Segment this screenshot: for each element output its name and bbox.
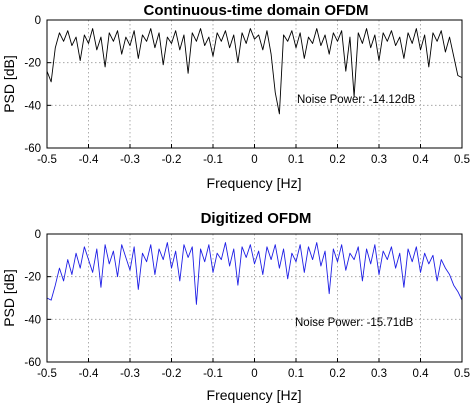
chart-2-y-ticks: 0 -20 -40 -60 [24, 229, 51, 369]
chart-2-gridlines [47, 234, 462, 362]
x-tick-label: -0.4 [79, 368, 99, 380]
chart-2-y-axis-label: PSD [dB] [1, 269, 17, 327]
y-tick-label: -40 [24, 100, 41, 112]
x-tick-label: -0.2 [162, 368, 182, 380]
x-tick-label: 0.2 [330, 154, 346, 166]
x-tick-label: 0 [251, 154, 257, 166]
y-tick-label: -20 [24, 272, 41, 284]
x-tick-label: -0.5 [37, 154, 57, 166]
chart-1-x-axis-label: Frequency [Hz] [207, 175, 302, 191]
x-tick-label: 0.5 [454, 154, 470, 166]
chart-panel-1: Continuous-time domain OFDM -0.5 -0.4 -0.3… [1, 2, 470, 191]
x-tick-label: 0 [251, 368, 257, 380]
y-tick-label: 0 [35, 15, 41, 27]
chart-1-noise-annotation: Noise Power: -14.12dB [297, 94, 416, 106]
chart-2-noise-annotation: Noise Power: -15.71dB [295, 317, 414, 329]
x-tick-label: -0.4 [79, 154, 99, 166]
chart-2-x-axis-label: Frequency [Hz] [207, 387, 302, 403]
chart-2-title: Digitized OFDM [201, 210, 312, 227]
y-tick-label: 0 [35, 229, 41, 241]
psd-series-line [46, 242, 463, 305]
y-tick-label: -20 [24, 58, 41, 70]
chart-1-series [46, 28, 463, 115]
x-tick-label: -0.1 [203, 368, 223, 380]
x-tick-label: -0.1 [203, 154, 223, 166]
x-tick-label: -0.3 [120, 368, 140, 380]
x-tick-label: 0.1 [288, 154, 304, 166]
chart-2-series [46, 242, 463, 305]
x-tick-label: 0.2 [330, 368, 346, 380]
x-tick-label: -0.2 [162, 154, 182, 166]
x-tick-label: -0.5 [37, 368, 57, 380]
y-tick-label: -60 [24, 143, 41, 155]
x-tick-label: -0.3 [120, 154, 140, 166]
x-tick-label: 0.5 [454, 368, 470, 380]
y-tick-label: -40 [24, 314, 41, 326]
chart-1-x-ticks: -0.5 -0.4 -0.3 -0.2 -0.1 0 0.1 0.2 0.3 0.4 0.5 [37, 144, 470, 166]
x-tick-label: 0.1 [288, 368, 304, 380]
chart-1-title: Continuous-time domain OFDM [144, 2, 369, 19]
x-tick-label: 0.3 [371, 368, 387, 380]
chart-1-y-ticks: 0 -20 -40 -60 [24, 15, 51, 155]
y-tick-label: -60 [24, 357, 41, 369]
chart-1-y-axis-label: PSD [dB] [1, 55, 17, 113]
chart-panel-2: Digitized OFDM -0.5 -0.4 -0.3 -0.2 -0.1 0 0.1 0… [1, 210, 470, 403]
psd-series-line [46, 28, 463, 115]
x-tick-label: 0.4 [413, 154, 430, 166]
x-tick-label: 0.3 [371, 154, 387, 166]
chart-2-x-ticks: -0.5 -0.4 -0.3 -0.2 -0.1 0 0.1 0.2 0.3 0.4 0.5 [37, 358, 470, 380]
x-tick-label: 0.4 [413, 368, 430, 380]
